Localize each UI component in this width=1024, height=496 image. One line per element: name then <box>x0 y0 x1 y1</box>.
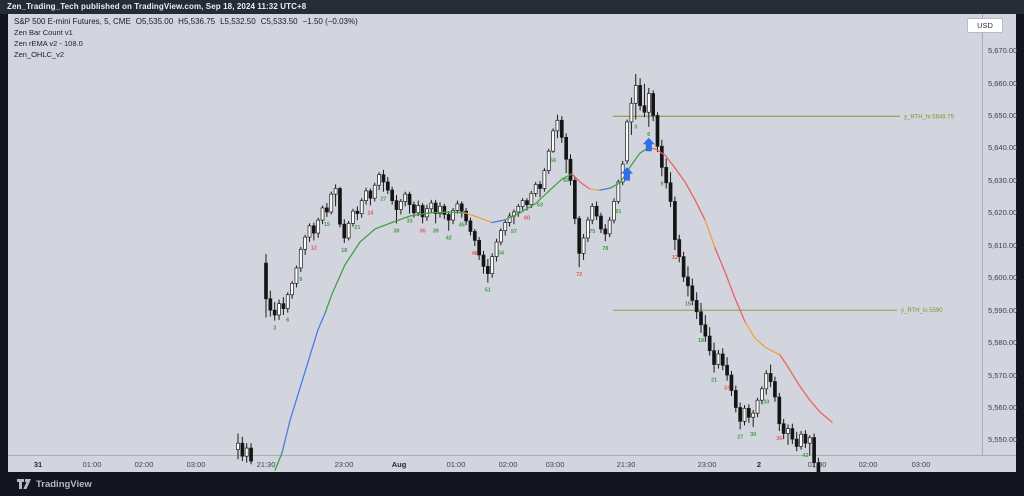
bar-count-label: 33 <box>763 400 769 406</box>
bar-count-label: 39 <box>433 228 439 234</box>
rth-level-lines: y_RTH_hi 5649.75 y_RTH_lo 5590 <box>613 114 955 314</box>
time-tick-label: 01:00 <box>82 460 102 469</box>
time-tick-label: 03:00 <box>186 460 206 469</box>
price-tick-label: 5,660.00 <box>988 78 1018 88</box>
price-tick-label: 5,580.00 <box>988 338 1018 348</box>
price-tick-label: 5,550.00 <box>988 435 1018 445</box>
bar-count-label: 66 <box>550 158 556 164</box>
bar-count-label: 42 <box>446 236 452 242</box>
time-tick-label: 02:00 <box>498 460 518 469</box>
pre-session-candles <box>236 433 253 465</box>
bar-count-label: 12 <box>672 255 678 261</box>
time-axis[interactable]: 31 01:00 02:00 03:00 21:30 23:00 Aug 01:00 02:00… <box>8 455 1016 472</box>
bar-count-label: 75 <box>589 229 595 235</box>
up-arrow-icon <box>642 137 655 152</box>
bar-count-label: 18 <box>341 248 347 254</box>
bar-count-label: 42 <box>802 453 808 459</box>
time-tick-label: 21:30 <box>616 460 636 469</box>
price-tick-label: 5,670.00 <box>988 46 1018 56</box>
rth-level-label: y_RTH_lo 5590 <box>901 308 943 314</box>
close-value: C5,533.50 <box>260 17 298 26</box>
bar-count-label: 15 <box>324 222 330 228</box>
bar-count-label: 12 <box>311 245 317 251</box>
chart-card: S&P 500 E-mini Futures, 5, CME O5,535.00 H… <box>8 14 1018 472</box>
indicator-rema: Zen rEMA v2 - 108.0 <box>14 39 83 48</box>
bar-count-label: 33 <box>406 219 412 225</box>
buy-arrows <box>621 137 655 181</box>
time-tick-label: 23:00 <box>334 460 354 469</box>
time-tick-label: 23:00 <box>697 460 717 469</box>
bar-count-label: 36 <box>776 436 782 442</box>
main-candles <box>264 74 821 472</box>
price-tick-label: 5,620.00 <box>988 208 1018 218</box>
price-axis[interactable]: 5,670.00 5,660.00 5,650.00 5,640.00 5,630.00… <box>982 14 1018 455</box>
footer: TradingView <box>0 472 1024 496</box>
bar-count-label: 30 <box>393 228 399 234</box>
bar-count-label: 72 <box>576 272 582 278</box>
bar-count-label: 3 <box>273 326 276 332</box>
high-value: H5,536.75 <box>178 17 216 26</box>
tradingview-logo-icon <box>17 479 31 489</box>
bar-count-label: 48 <box>472 251 478 257</box>
currency-button[interactable]: USD <box>967 18 1003 33</box>
price-tick-label: 5,590.00 <box>988 305 1018 315</box>
price-tick-label: 5,650.00 <box>988 110 1018 120</box>
time-tick-label: 03:00 <box>911 460 931 469</box>
tradingview-brand: TradingView <box>36 478 92 490</box>
bar-count-label: 24 <box>367 210 374 216</box>
symbol-title: S&P 500 E-mini Futures, 5, CME <box>14 17 131 26</box>
publish-bar: Zen_Trading_Tech published on TradingVie… <box>0 0 1024 14</box>
bar-count-label: 69 <box>563 178 569 184</box>
plot-area: y_RTH_hi 5649.75y_RTH_lo 559036912151821… <box>236 74 955 472</box>
bar-count-label: 3 <box>634 125 637 131</box>
time-tick-label: 02:00 <box>858 460 878 469</box>
time-tick-label: 02:00 <box>134 460 154 469</box>
bar-count-label: 45 <box>459 223 465 229</box>
low-value: L5,532.50 <box>220 17 256 26</box>
price-tick-label: 5,630.00 <box>988 175 1018 185</box>
bar-count-label: 57 <box>511 229 517 235</box>
bar-count-label: 21 <box>711 378 717 384</box>
bar-count-label: 81 <box>615 209 621 215</box>
bar-count-label: 60 <box>524 215 530 221</box>
indicator-ohlc: Zen_OHLC_v2 <box>14 50 65 59</box>
price-tick-label: 5,640.00 <box>988 143 1018 153</box>
bar-count-label: 18 <box>698 338 704 344</box>
ema-line <box>274 147 833 471</box>
bar-count-label: 78 <box>602 246 608 252</box>
price-tick-label: 5,560.00 <box>988 403 1018 412</box>
open-value: O5,535.00 <box>135 17 174 26</box>
bar-count-label: 15 <box>685 301 691 307</box>
time-tick-label: 01:00 <box>446 460 466 469</box>
time-tick-label: 31 <box>33 460 43 469</box>
bar-count-label: 24 <box>724 386 731 392</box>
price-tick-label: 5,600.00 <box>988 273 1018 283</box>
chart-legend: S&P 500 E-mini Futures, 5, CME O5,535.00 H… <box>14 17 363 59</box>
time-tick-label: 03:00 <box>545 460 565 469</box>
bar-count-label: 9 <box>299 277 302 283</box>
time-tick-label: Aug <box>391 460 407 469</box>
time-tick-label: 2 <box>756 460 762 469</box>
time-tick-label: 21:30 <box>256 460 276 469</box>
bar-count-label: 51 <box>485 288 491 294</box>
bar-count-label: 36 <box>420 228 426 234</box>
bar-count-label: 21 <box>354 225 360 231</box>
bar-count-label: 27 <box>380 197 386 203</box>
bar-count-label: 6 <box>286 318 289 324</box>
price-tick-label: 5,610.00 <box>988 240 1018 250</box>
bar-count-label: 27 <box>737 434 743 440</box>
rth-level-label: y_RTH_hi 5649.75 <box>904 114 955 120</box>
bar-count-label: 63 <box>537 202 543 208</box>
bar-count-label: 54 <box>498 250 505 256</box>
bar-count-label: 6 <box>647 132 650 138</box>
price-tick-label: 5,570.00 <box>988 370 1018 380</box>
up-arrow-icon <box>621 167 634 181</box>
publish-line: Zen_Trading_Tech published on TradingVie… <box>7 2 307 11</box>
bar-count-label: 30 <box>750 432 756 438</box>
bar-count-label: 9 <box>660 181 663 187</box>
change-value: −1.50 (−0.03%) <box>302 17 358 26</box>
indicator-bar-count: Zen Bar Count v1 <box>14 28 73 37</box>
